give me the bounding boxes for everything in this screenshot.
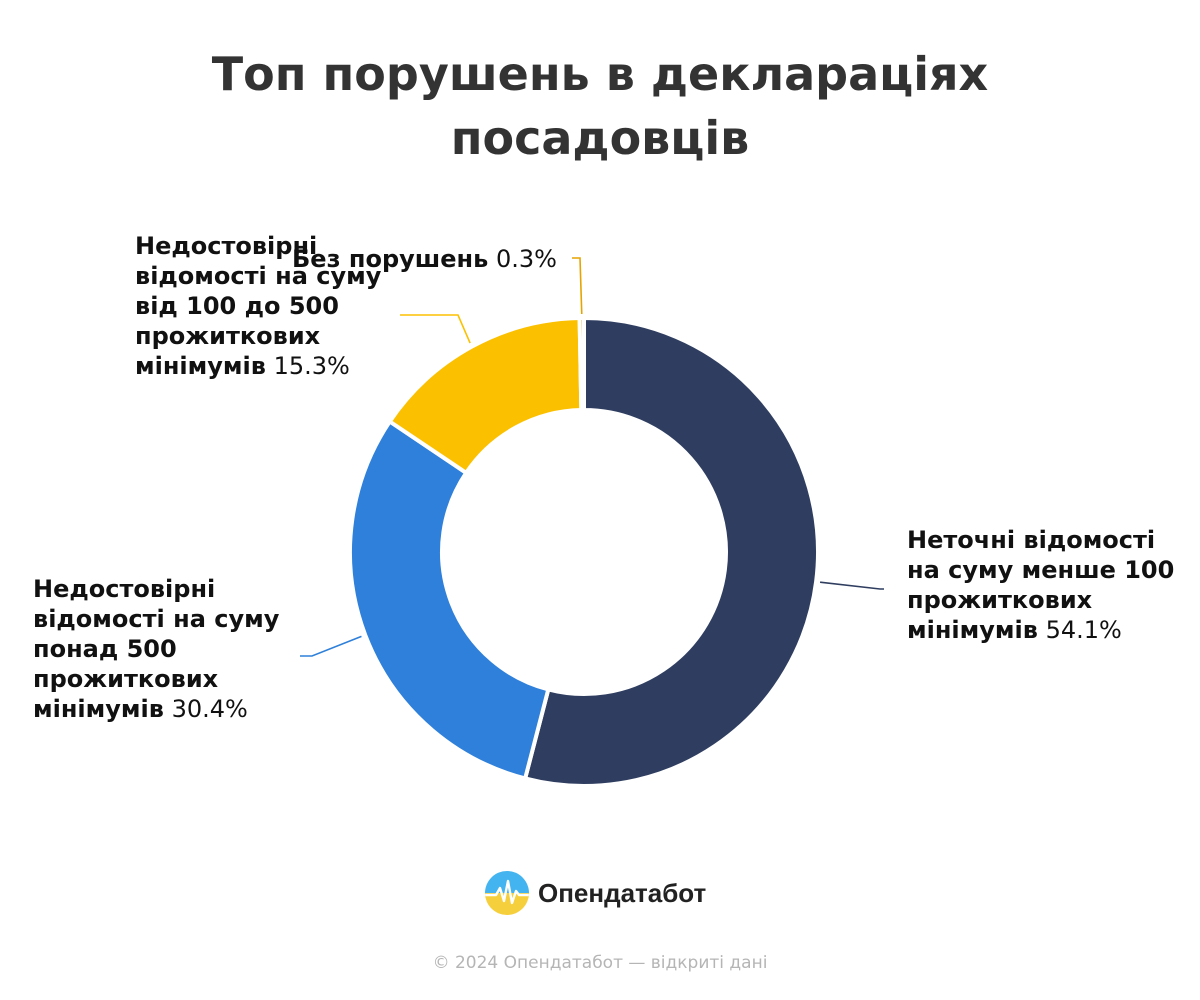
slice-label-line: Без порушень [292, 245, 489, 273]
slice-percent-label: 15.3% [273, 352, 350, 380]
slice-unreliable-over-500 [348, 419, 551, 781]
slice-label-line: Недостовірні [33, 575, 216, 603]
slice-label-line: мінімумів [33, 695, 164, 723]
slice-inaccurate-under-100 [523, 316, 820, 788]
slice-label-line: Неточні відомості [907, 526, 1156, 554]
brand-name: Опендатабот [538, 877, 707, 908]
slice-label-line: від 100 до 500 [135, 292, 339, 320]
slice-label-line: прожиткових [135, 322, 321, 350]
leader-line [300, 635, 362, 657]
slice-percent-label: 54.1% [1045, 616, 1122, 644]
slice-label-inaccurate-under-100: Неточні відомості на суму менше 100 прож… [907, 525, 1174, 645]
slice-no-violations [577, 315, 586, 413]
slice-label-unreliable-100-500: Недостовірні відомості на суму від 100 д… [135, 231, 381, 381]
slice-label-line: понад 500 [33, 635, 177, 663]
chart-title-line-1: Топ порушень в деклараціях [211, 47, 989, 101]
leader-line [572, 257, 583, 315]
slice-label-line: відомості на суму [33, 605, 280, 633]
opendatabot-logo-icon [485, 871, 529, 915]
slice-label-line: мінімумів [135, 352, 266, 380]
slice-label-line: Недостовірні [135, 232, 318, 260]
slice-label-unreliable-over-500: Недостовірні відомості на суму понад 500… [33, 574, 279, 724]
brand-logo: Опендатабот [484, 870, 706, 916]
slice-label-line: прожиткових [907, 586, 1093, 614]
leader-line [400, 314, 471, 344]
slice-label-line: прожиткових [33, 665, 219, 693]
slice-label-line: на суму менше 100 [907, 556, 1175, 584]
chart-title: Топ порушень в деклараціях посадовців [0, 42, 1200, 170]
leader-line [819, 581, 884, 590]
slice-percent-label: 30.4% [171, 695, 248, 723]
slice-percent-label: 0.3% [495, 245, 557, 273]
chart-title-line-2: посадовців [450, 111, 750, 165]
slice-label-no-violations: Без порушень 0.3% [292, 244, 557, 274]
slice-label-line: відомості на суму [135, 262, 382, 290]
footer-copyright: © 2024 Опендатабот — відкриті дані [432, 953, 768, 973]
slice-label-line: мінімумів [907, 616, 1038, 644]
